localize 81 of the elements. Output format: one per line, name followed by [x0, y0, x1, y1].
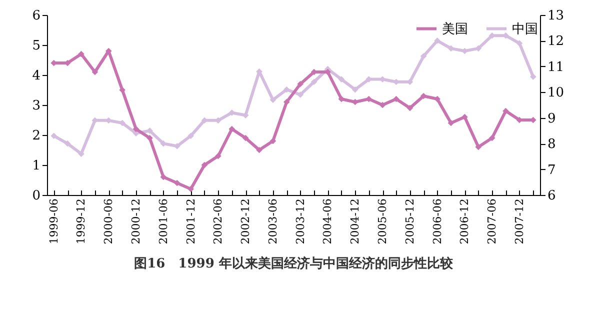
point — [78, 50, 84, 58]
y-tick-label: 0 — [32, 188, 40, 204]
point — [283, 98, 290, 106]
point — [92, 68, 98, 76]
y-tick-label: 2 — [32, 128, 40, 144]
point — [488, 134, 496, 142]
point — [516, 40, 523, 46]
point — [475, 144, 482, 150]
point — [64, 140, 71, 147]
x-tick-label: 2003-12 — [294, 198, 307, 244]
point — [283, 86, 290, 93]
point — [462, 48, 468, 54]
x-tick-label: 2001-06 — [156, 198, 170, 244]
point — [338, 76, 345, 82]
point — [270, 138, 276, 144]
text: 图16 1999 年以来美国经济与中国经济的同步性比较 — [134, 256, 454, 272]
point — [146, 134, 153, 142]
point — [119, 120, 126, 126]
point — [310, 78, 318, 86]
point — [215, 152, 222, 160]
y2-tick-label: 7 — [548, 162, 556, 178]
x-tick-label: 2001-12 — [184, 198, 198, 244]
point — [188, 132, 194, 140]
point — [366, 96, 372, 102]
x-tick-label: 2004-06 — [321, 198, 334, 244]
x-tick-label: 2004-12 — [348, 198, 362, 244]
y2-tick-label: 11 — [548, 60, 564, 75]
x-tick-label: 2005-12 — [403, 198, 416, 244]
x-tick-label: 2007-12 — [512, 198, 526, 244]
point — [132, 126, 140, 132]
y2-tick-label: 6 — [548, 188, 556, 204]
x-tick-label: 2000-12 — [130, 198, 143, 244]
x-tick-label: 1999-06 — [47, 198, 60, 244]
y-tick-label: 4 — [32, 68, 40, 84]
x-tick-label: 2002-06 — [212, 198, 225, 244]
y-tick-label: 1 — [32, 158, 40, 174]
legend-label: 美国 — [442, 20, 468, 37]
y2-tick-label: 9 — [548, 111, 556, 126]
point — [256, 146, 262, 154]
point — [434, 38, 440, 44]
y2-tick-label: 13 — [548, 8, 564, 24]
point — [475, 45, 482, 52]
point — [297, 92, 304, 98]
point — [242, 134, 249, 142]
y-tick-label: 5 — [32, 38, 40, 54]
point — [448, 120, 454, 126]
legend-label: 中国 — [512, 22, 538, 37]
point — [530, 74, 536, 80]
point — [420, 52, 427, 60]
y2-tick-label: 10 — [548, 86, 564, 101]
x-tick-label: 2006-06 — [430, 198, 444, 244]
point — [462, 114, 468, 120]
x-tick-label: 2005-06 — [376, 198, 390, 244]
point — [188, 186, 194, 192]
y2-tick-label: 12 — [548, 34, 564, 50]
point — [406, 104, 414, 112]
point — [228, 126, 236, 132]
point — [297, 80, 304, 88]
point — [448, 45, 454, 52]
point — [352, 86, 358, 93]
point — [119, 86, 126, 94]
point — [160, 174, 167, 180]
x-tick-label: 2003-06 — [266, 198, 280, 244]
point — [393, 96, 400, 102]
x-tick-label: 1999-12 — [74, 198, 88, 244]
x-tick-label: 2007-06 — [486, 198, 499, 244]
x-tick-label: 2000-06 — [102, 198, 116, 244]
point — [379, 102, 386, 108]
y2-tick-label: 8 — [548, 137, 556, 152]
point — [420, 92, 427, 100]
point — [270, 96, 276, 104]
y-tick-label: 6 — [32, 8, 40, 24]
point — [78, 150, 84, 158]
x-tick-label: 2006-12 — [458, 198, 472, 244]
y-tick-label: 3 — [32, 98, 40, 114]
point — [50, 132, 58, 140]
point — [174, 180, 180, 186]
point — [434, 96, 440, 102]
x-tick-label: 2002-12 — [239, 198, 252, 244]
point — [502, 108, 509, 114]
point — [201, 162, 208, 168]
